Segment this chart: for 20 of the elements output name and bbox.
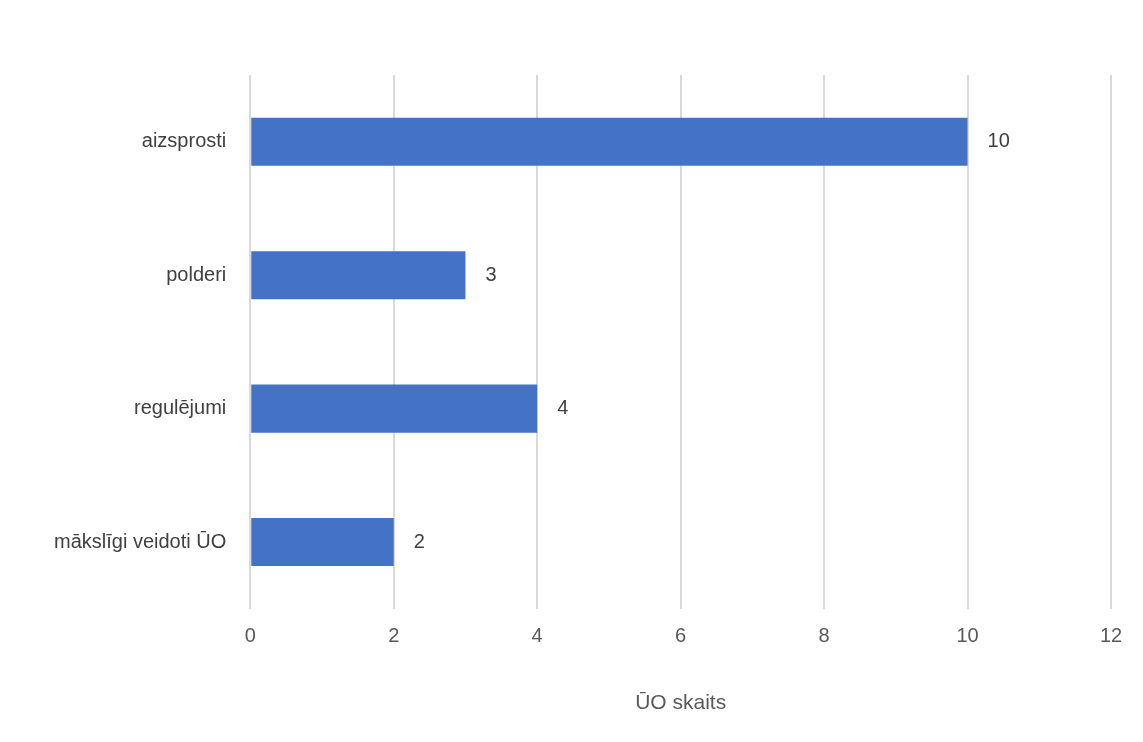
- bar: [251, 117, 968, 166]
- x-axis-title: ŪO skaits: [635, 690, 727, 714]
- bar: [251, 384, 538, 433]
- bar: [251, 518, 394, 567]
- bar: [251, 251, 466, 300]
- data-label: 3: [485, 262, 497, 285]
- x-tick-label: 0: [244, 624, 256, 647]
- x-tick-label: 6: [675, 624, 687, 647]
- y-tick-label: aizsprosti: [141, 129, 227, 152]
- data-label: 10: [987, 129, 1010, 152]
- y-tick-label: regulējumi: [134, 396, 227, 419]
- x-tick-label: 2: [388, 624, 400, 647]
- data-label: 2: [413, 529, 425, 552]
- x-tick-label: 10: [956, 624, 979, 647]
- x-tick-label: 12: [1099, 624, 1123, 647]
- data-label: 4: [557, 396, 569, 419]
- y-tick-label: polderi: [166, 262, 227, 285]
- x-tick-label: 4: [531, 624, 543, 647]
- x-tick-label: 8: [818, 624, 830, 647]
- y-tick-label: mākslīgi veidoti ŪO: [53, 529, 227, 552]
